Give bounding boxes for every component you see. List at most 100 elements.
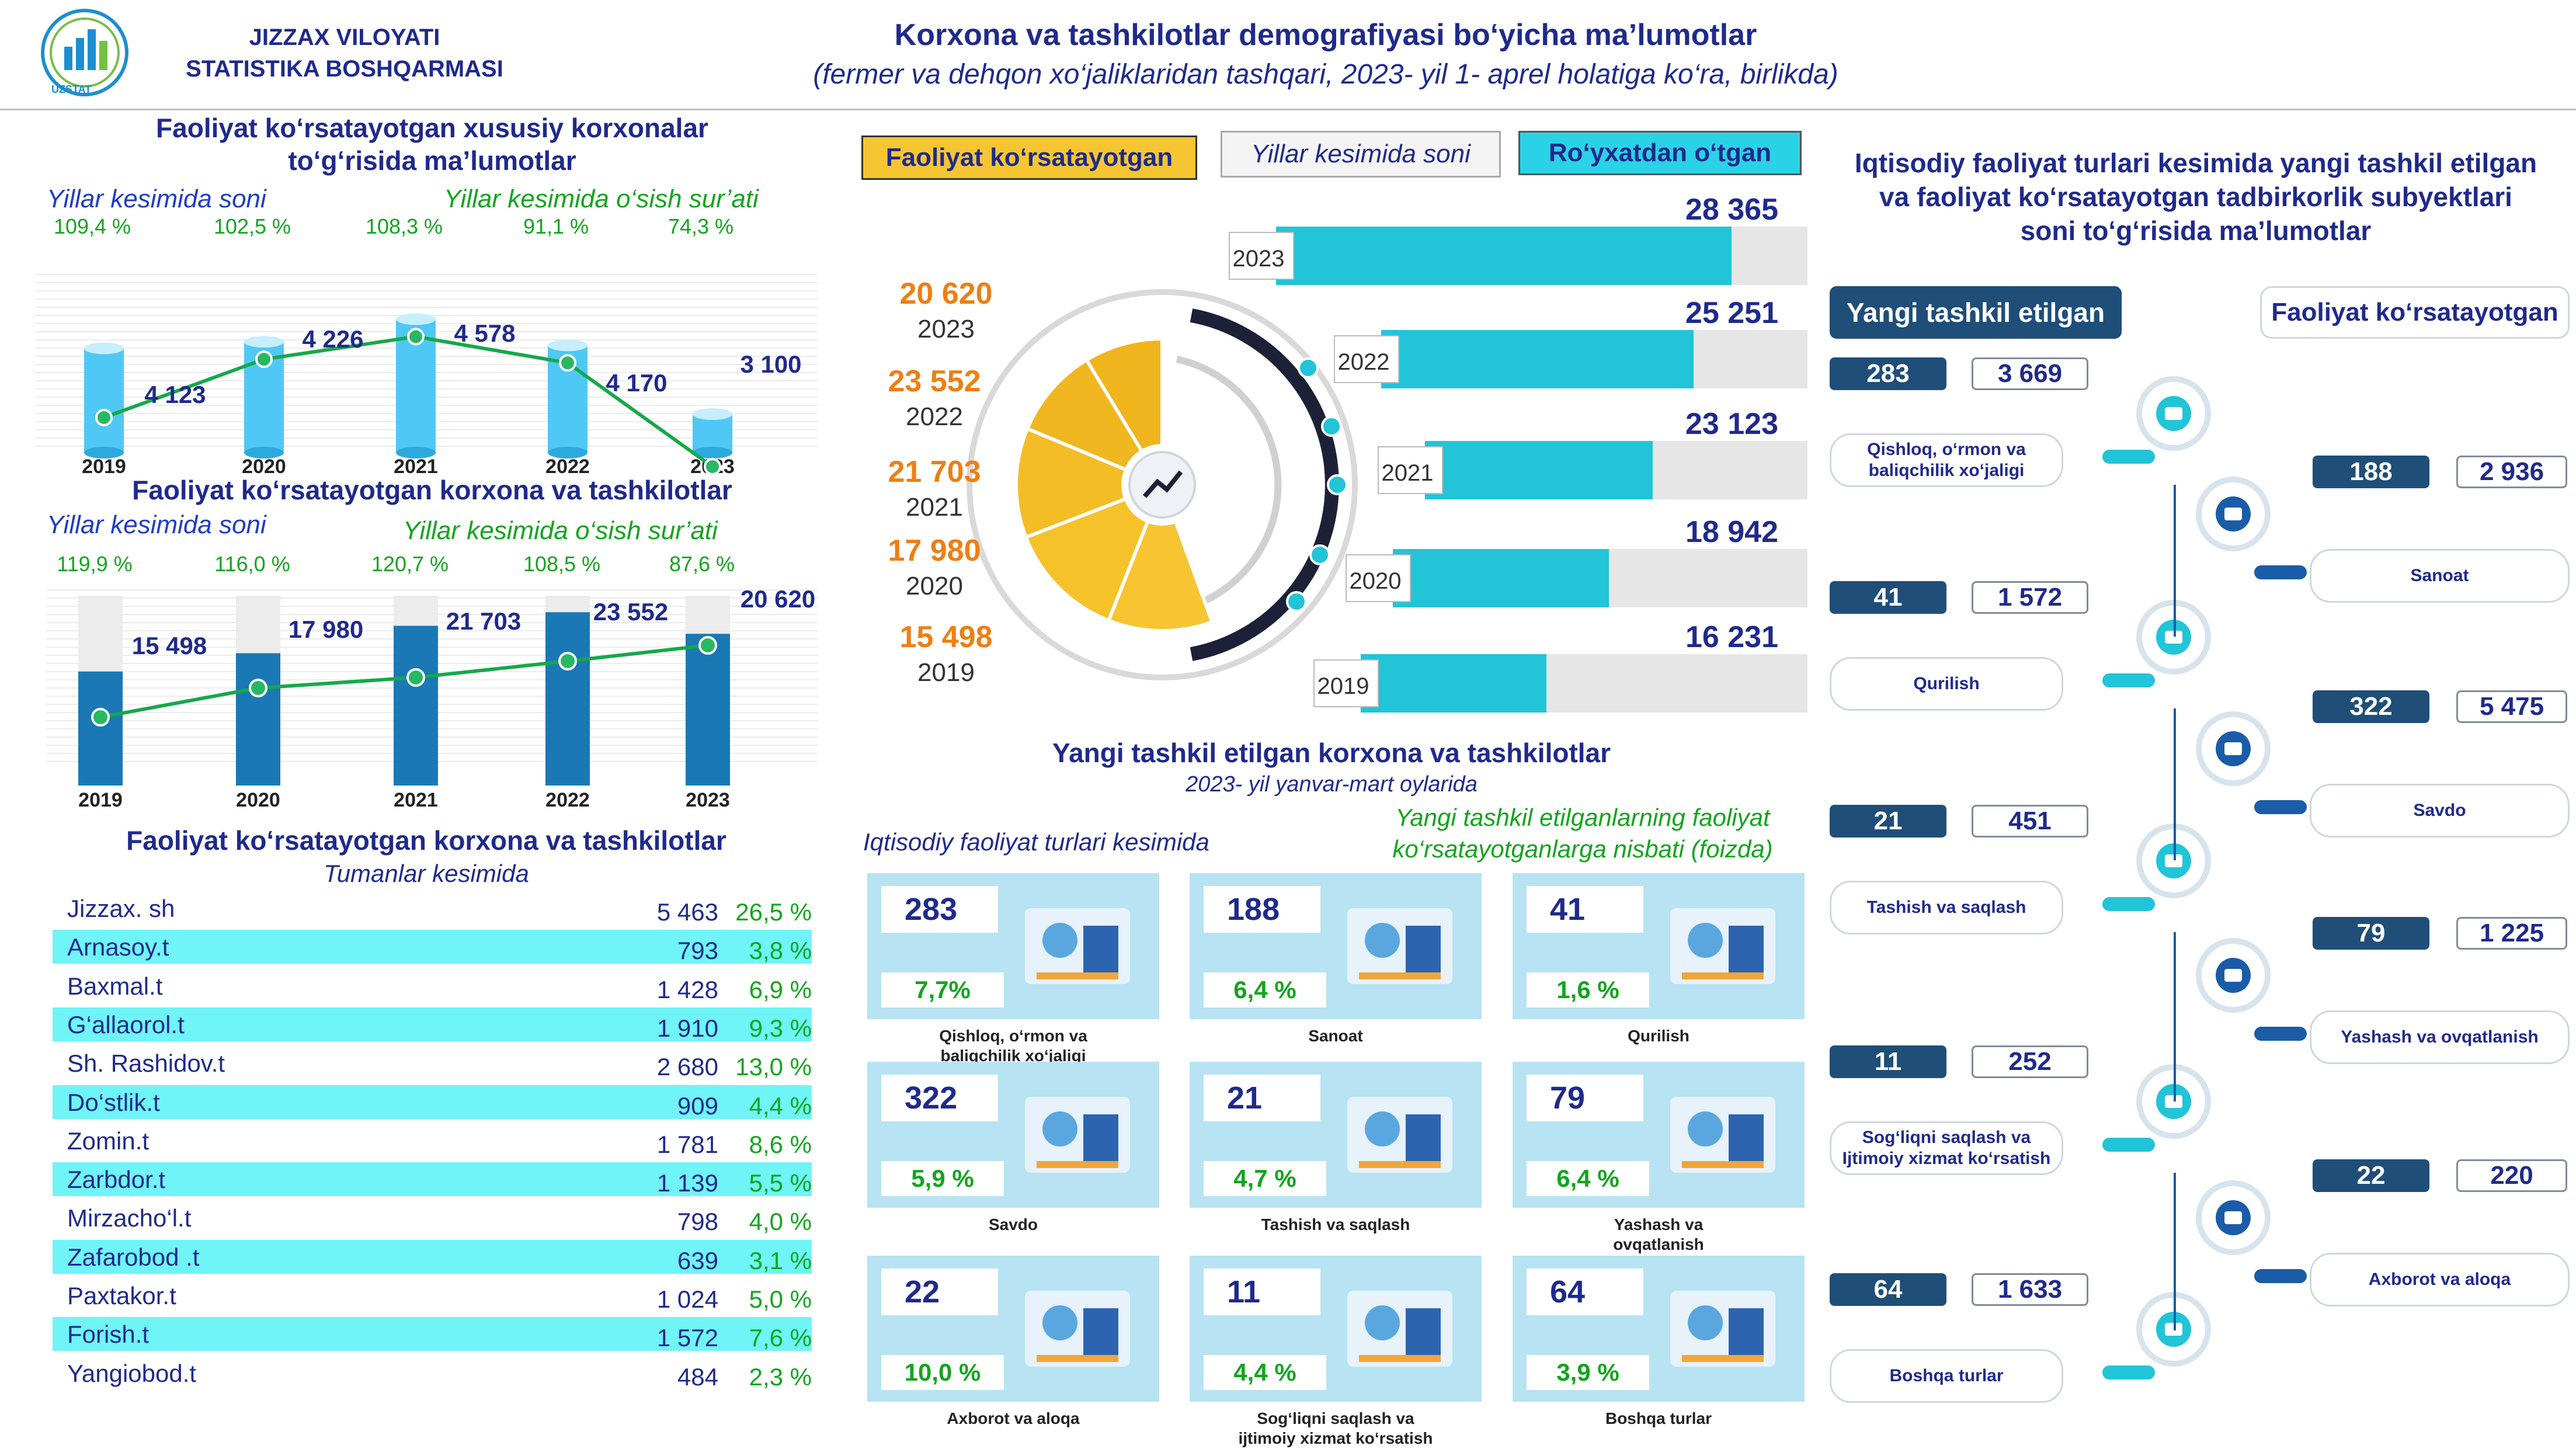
- growth-label: 119,9 %: [57, 552, 132, 576]
- inner-ring: [1176, 356, 1282, 614]
- connector-line: [2174, 485, 2176, 637]
- year-tag: [1313, 659, 1379, 707]
- growth-label: 108,5 %: [523, 552, 600, 576]
- district-row: Sh. Rashidov.t 2 680 13,0 %: [53, 1046, 812, 1080]
- district-value: 1 024: [656, 1285, 718, 1313]
- tick-label: 2020: [1350, 568, 1402, 594]
- new-count: 188: [2313, 456, 2429, 488]
- district-pct: 3,1 %: [749, 1246, 812, 1274]
- growth-label: 74,3 %: [668, 216, 733, 238]
- tick-label: 2019: [917, 658, 975, 687]
- pie-slice: [1023, 481, 1166, 623]
- tick-label: 2021: [1382, 460, 1434, 486]
- tile-pct: 4,4 %: [1204, 1355, 1326, 1390]
- data-label: 18 942: [1685, 515, 1778, 549]
- district-value: 1 781: [656, 1130, 718, 1158]
- right-title-line3: soni to‘g‘risida ma’lumotlar: [2020, 216, 2372, 246]
- new-orgs-right-label-line2: ko‘rsatayotganlarga nisbati (foizda): [1392, 835, 1773, 863]
- district-value: 1 428: [656, 975, 718, 1003]
- tile-value: 283: [881, 886, 998, 933]
- tick-label: 2023: [1233, 246, 1285, 272]
- active-count: 220: [2456, 1159, 2567, 1192]
- right-title-line2: va faoliyat ko‘rsatayotgan tadbirkorlik …: [1879, 182, 2512, 212]
- district-row: Zarbdor.t 1 139 5,5 %: [53, 1162, 812, 1197]
- new-count: 283: [1830, 357, 1946, 390]
- ring-dot: [1321, 416, 1342, 437]
- tick-label: 2019: [82, 456, 126, 478]
- district-name: Zarbdor.t: [67, 1166, 166, 1194]
- active-count: 2 936: [2456, 456, 2567, 488]
- district-value: 793: [677, 937, 718, 965]
- tile-label: Qishloq, o‘rmon va: [939, 1027, 1087, 1045]
- data-label: 3 100: [740, 350, 801, 378]
- org-name-line1: JIZZAX VILOYATI: [249, 25, 440, 50]
- new-org-tile: 322 5,9 %: [867, 1062, 1159, 1208]
- private-right-label: Yillar kesimida o‘sish sur’ati: [444, 185, 759, 213]
- district-pct: 9,3 %: [749, 1014, 812, 1042]
- accent-bar: [2254, 1269, 2307, 1283]
- growth-point: [95, 409, 113, 426]
- tile-pct: 7,7%: [881, 972, 1004, 1007]
- data-label: 21 703: [446, 607, 521, 635]
- legend-registered: Ro‘yxatdan o‘tgan: [1518, 131, 1802, 175]
- growth-point: [249, 679, 267, 697]
- district-name: Paxtakor.t: [67, 1282, 176, 1309]
- growth-label: 102,5 %: [214, 216, 291, 238]
- tile-illustration: [1330, 1267, 1470, 1390]
- district-row: Mirzacho‘l.t 798 4,0 %: [53, 1201, 812, 1235]
- bar-base: [693, 447, 732, 458]
- tile-illustration: [1653, 1267, 1793, 1390]
- truck-icon: [2136, 823, 2211, 898]
- tile-label-line2: ijtimoiy xizmat ko‘rsatish: [1238, 1429, 1433, 1447]
- new-org-tile: 22 10,0 %: [867, 1256, 1159, 1402]
- tick-label: 2022: [545, 456, 590, 478]
- tile-label-line2: ovqatlanish: [1613, 1235, 1704, 1253]
- growth-point: [406, 668, 425, 687]
- bar: [686, 634, 730, 786]
- growth-point: [559, 354, 576, 372]
- district-value: 484: [677, 1363, 718, 1391]
- district-pct: 3,8 %: [749, 937, 812, 965]
- ring-dot: [1298, 357, 1319, 378]
- tick-label: 2020: [236, 789, 280, 811]
- chart-trend-icon: [1142, 470, 1183, 498]
- new-org-tile: 64 3,9 %: [1513, 1256, 1805, 1402]
- data-label: 15 498: [899, 620, 992, 654]
- tile-illustration: [1007, 1267, 1148, 1390]
- tile-value: 21: [1204, 1075, 1320, 1121]
- district-name: Jizzax. sh: [67, 895, 175, 922]
- growth-label: 116,0 %: [214, 552, 290, 576]
- bar: [1425, 441, 1653, 499]
- activity-label: Yashash va ovqatlanish: [2310, 1010, 2570, 1064]
- tick-label: 2022: [545, 789, 590, 811]
- cart-icon: [2196, 711, 2271, 786]
- data-label: 17 980: [288, 616, 363, 643]
- data-label: 4 170: [606, 369, 667, 397]
- new-org-tile: 283 7,7%: [867, 873, 1159, 1019]
- antenna-icon: [2196, 1180, 2271, 1255]
- district-pct: 2,3 %: [749, 1363, 812, 1391]
- accent-bar: [2254, 1027, 2307, 1041]
- district-value: 5 463: [656, 898, 718, 926]
- district-row: Zafarobod .t 639 3,1 %: [53, 1239, 812, 1274]
- active-count: 1 572: [1972, 581, 2088, 614]
- connector-line: [2174, 932, 2176, 1101]
- tile-value: 322: [881, 1075, 998, 1121]
- new-org-tile: 188 6,4 %: [1190, 873, 1482, 1019]
- accent-bar: [2102, 1138, 2155, 1152]
- new-count: 21: [1830, 805, 1946, 838]
- data-label: 4 226: [302, 325, 363, 353]
- accent-bar: [2102, 897, 2155, 911]
- bar: [1276, 227, 1732, 285]
- activity-label-text: Qishloq, o‘rmon va baliqchilik xo‘jaligi: [1867, 440, 2026, 480]
- activity-label-text: Qurilish: [1913, 674, 1980, 693]
- growth-point: [255, 350, 273, 369]
- page-title: Korxona va tashkilotlar demografiyasi bo…: [894, 18, 1757, 52]
- bar: [545, 612, 590, 786]
- logo: [29, 6, 140, 105]
- tick-label: 2023: [686, 789, 730, 811]
- bar: [693, 414, 732, 453]
- new-count: 11: [1830, 1045, 1946, 1078]
- district-name: Yangiobod.t: [67, 1359, 197, 1387]
- accent-bar: [2102, 673, 2155, 687]
